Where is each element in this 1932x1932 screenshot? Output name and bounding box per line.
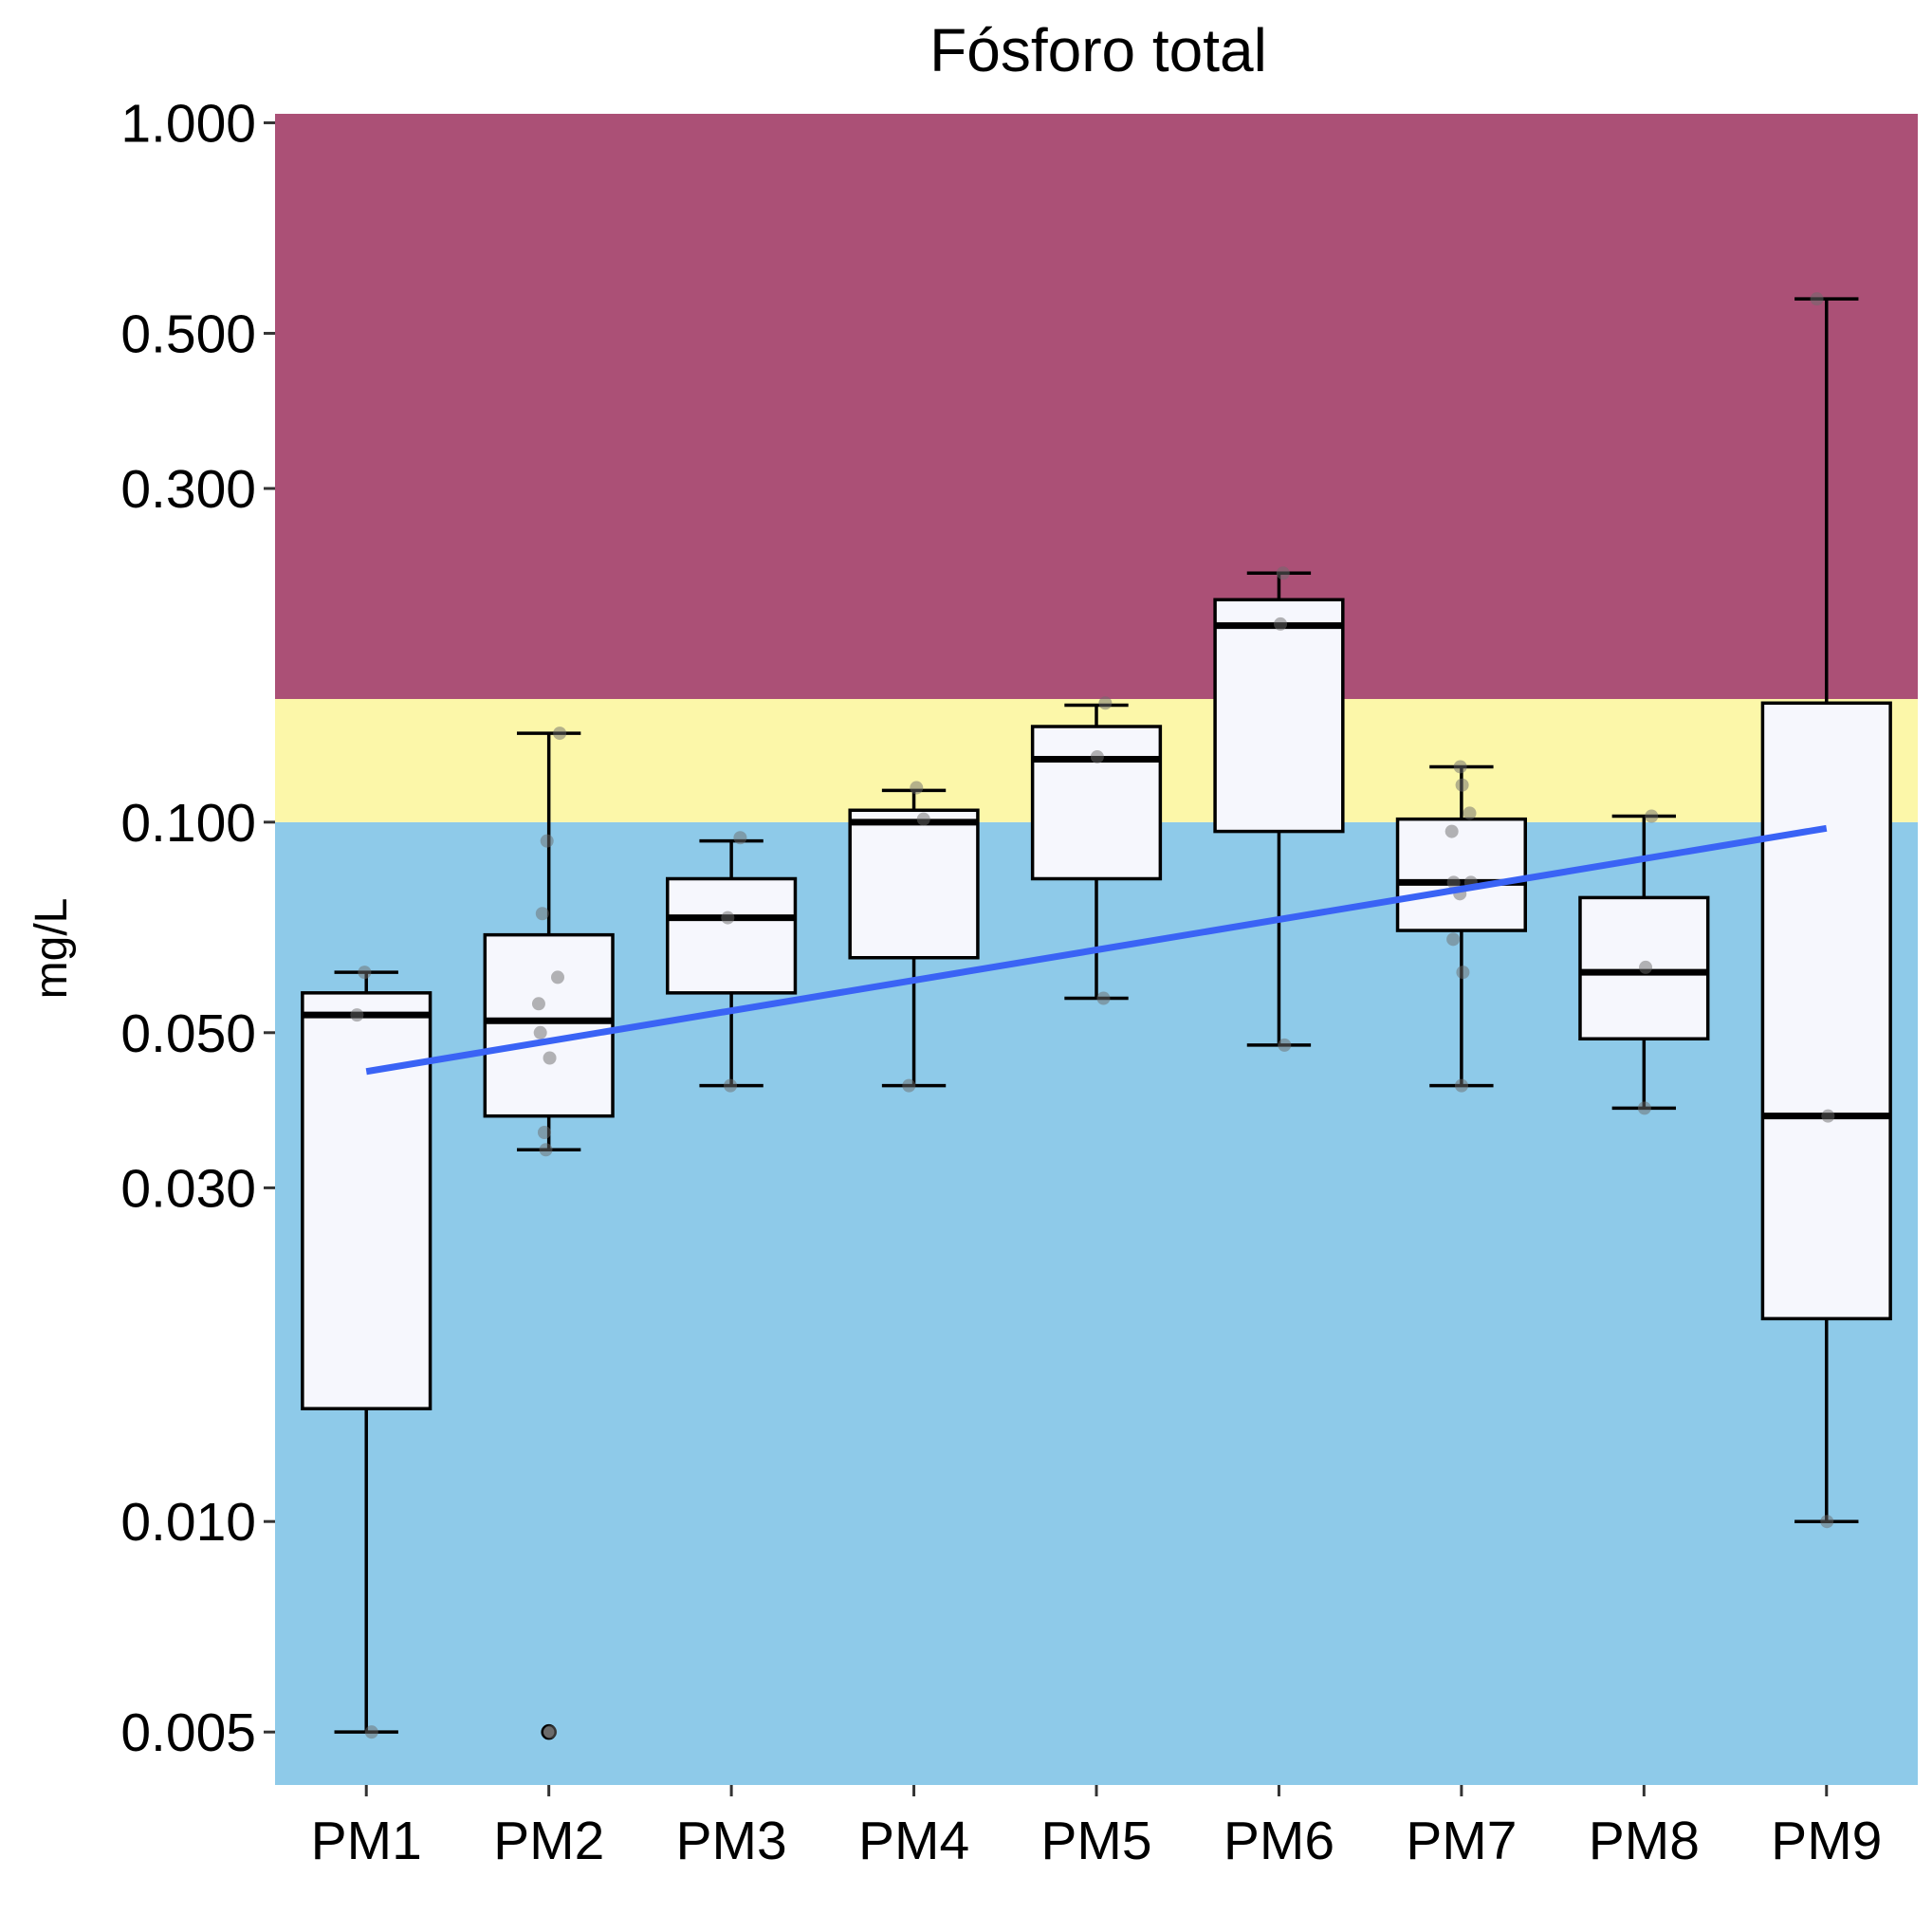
boxplot-pm8 xyxy=(1578,809,1710,1115)
data-point xyxy=(540,834,554,848)
data-point xyxy=(1454,1078,1468,1093)
data-point xyxy=(733,831,747,845)
data-point xyxy=(553,727,567,741)
data-point xyxy=(902,1078,916,1093)
boxplot-pm2 xyxy=(483,727,615,1740)
data-point xyxy=(1096,991,1111,1005)
x-tick-label: PM6 xyxy=(1224,1811,1334,1871)
data-point xyxy=(1455,778,1469,792)
data-point xyxy=(1453,760,1467,774)
y-axis-label: mg/L xyxy=(27,898,77,1000)
box xyxy=(848,808,980,960)
x-tick-label: PM9 xyxy=(1771,1811,1882,1871)
box xyxy=(666,876,798,995)
box xyxy=(1395,817,1527,932)
y-tick-label: 0.050 xyxy=(120,1003,256,1064)
boxplot-pm4 xyxy=(848,781,980,1093)
data-point xyxy=(551,970,565,984)
data-point xyxy=(724,1078,738,1093)
data-point xyxy=(1446,875,1461,890)
y-tick-label: 1.000 xyxy=(120,93,256,154)
data-point xyxy=(350,1008,364,1022)
boxplot-pm9 xyxy=(1760,292,1892,1529)
data-point xyxy=(1456,966,1470,980)
x-tick-label: PM1 xyxy=(311,1811,422,1871)
data-point xyxy=(1090,749,1104,764)
data-point xyxy=(535,907,549,921)
data-point xyxy=(1276,566,1290,580)
y-tick-label: 0.300 xyxy=(120,459,256,520)
data-point xyxy=(1645,809,1659,823)
boxplot-pm1 xyxy=(301,966,432,1739)
data-point xyxy=(1820,1515,1834,1529)
trend-line xyxy=(365,824,1828,1076)
box xyxy=(483,932,615,1118)
data-point xyxy=(1821,1109,1835,1123)
x-tick-label: PM2 xyxy=(493,1811,604,1871)
y-tick-label: 0.500 xyxy=(120,304,256,364)
y-tick-label: 0.030 xyxy=(120,1158,256,1219)
y-axis: 1.000 0.500 0.300 0.100 0.050 0.030 0.010 0.005 xyxy=(120,93,275,1763)
data-point xyxy=(1098,696,1113,710)
box xyxy=(1213,598,1345,834)
data-point xyxy=(531,997,545,1011)
x-tick-label: PM5 xyxy=(1040,1811,1151,1871)
trend-line-group xyxy=(365,824,1828,1076)
y-tick-label: 0.010 xyxy=(120,1492,256,1553)
x-tick-label: PM3 xyxy=(676,1811,787,1871)
y-tick-label: 0.100 xyxy=(120,793,256,854)
data-point xyxy=(533,1025,547,1040)
data-point xyxy=(1444,824,1459,838)
data-point xyxy=(537,1125,551,1139)
data-point xyxy=(364,1725,378,1739)
data-point xyxy=(358,966,372,980)
box xyxy=(301,991,432,1410)
x-tick-label: PM4 xyxy=(858,1811,969,1871)
data-point xyxy=(1639,960,1653,974)
box xyxy=(1760,701,1892,1321)
data-point xyxy=(1637,1101,1651,1115)
boxplots xyxy=(301,292,1892,1740)
data-point xyxy=(1274,616,1288,631)
x-axis: PM1 PM2 PM3 PM4 PM5 PM6 PM7 PM8 PM9 xyxy=(311,1785,1882,1871)
data-point xyxy=(721,911,735,925)
x-tick-label: PM7 xyxy=(1406,1811,1517,1871)
box xyxy=(1030,725,1163,881)
data-point xyxy=(910,781,924,795)
boxplot-pm5 xyxy=(1030,696,1163,1005)
data-point xyxy=(543,1051,557,1065)
y-tick-label: 0.005 xyxy=(120,1702,256,1763)
x-tick-label: PM8 xyxy=(1589,1811,1700,1871)
data-point xyxy=(916,812,930,826)
data-point xyxy=(1463,806,1477,820)
band-2 xyxy=(275,114,1918,699)
data-point xyxy=(1446,932,1461,947)
chart-title: Fósforo total xyxy=(929,16,1267,84)
data-point xyxy=(1278,1038,1292,1052)
boxplot-pm3 xyxy=(666,831,798,1093)
data-point xyxy=(1810,292,1824,306)
data-point xyxy=(539,1143,553,1157)
boxplot-pm7 xyxy=(1395,760,1527,1093)
boxplot-pm6 xyxy=(1213,566,1345,1052)
data-point xyxy=(543,1725,558,1739)
